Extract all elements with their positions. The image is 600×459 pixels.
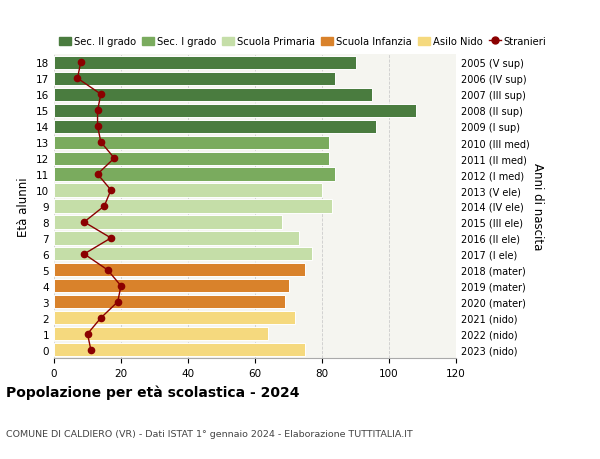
- Bar: [54, 152, 329, 165]
- Bar: [54, 120, 376, 134]
- Bar: [54, 168, 335, 181]
- Bar: [54, 216, 282, 229]
- Bar: [54, 343, 305, 357]
- Text: Popolazione per età scolastica - 2024: Popolazione per età scolastica - 2024: [6, 385, 299, 399]
- Bar: [54, 264, 305, 277]
- Bar: [54, 200, 332, 213]
- Bar: [54, 184, 322, 197]
- Bar: [54, 104, 416, 118]
- Bar: [54, 312, 295, 325]
- Bar: [54, 280, 289, 293]
- Bar: [54, 73, 335, 85]
- Bar: [54, 56, 355, 70]
- Legend: Sec. II grado, Sec. I grado, Scuola Primaria, Scuola Infanzia, Asilo Nido, Stran: Sec. II grado, Sec. I grado, Scuola Prim…: [59, 37, 547, 47]
- Text: COMUNE DI CALDIERO (VR) - Dati ISTAT 1° gennaio 2024 - Elaborazione TUTTITALIA.I: COMUNE DI CALDIERO (VR) - Dati ISTAT 1° …: [6, 429, 413, 438]
- Bar: [54, 89, 372, 101]
- Y-axis label: Età alunni: Età alunni: [17, 177, 31, 236]
- Bar: [54, 232, 299, 245]
- Y-axis label: Anni di nascita: Anni di nascita: [530, 163, 544, 250]
- Bar: [54, 248, 312, 261]
- Bar: [54, 136, 329, 149]
- Bar: [54, 328, 268, 341]
- Bar: [54, 296, 285, 309]
